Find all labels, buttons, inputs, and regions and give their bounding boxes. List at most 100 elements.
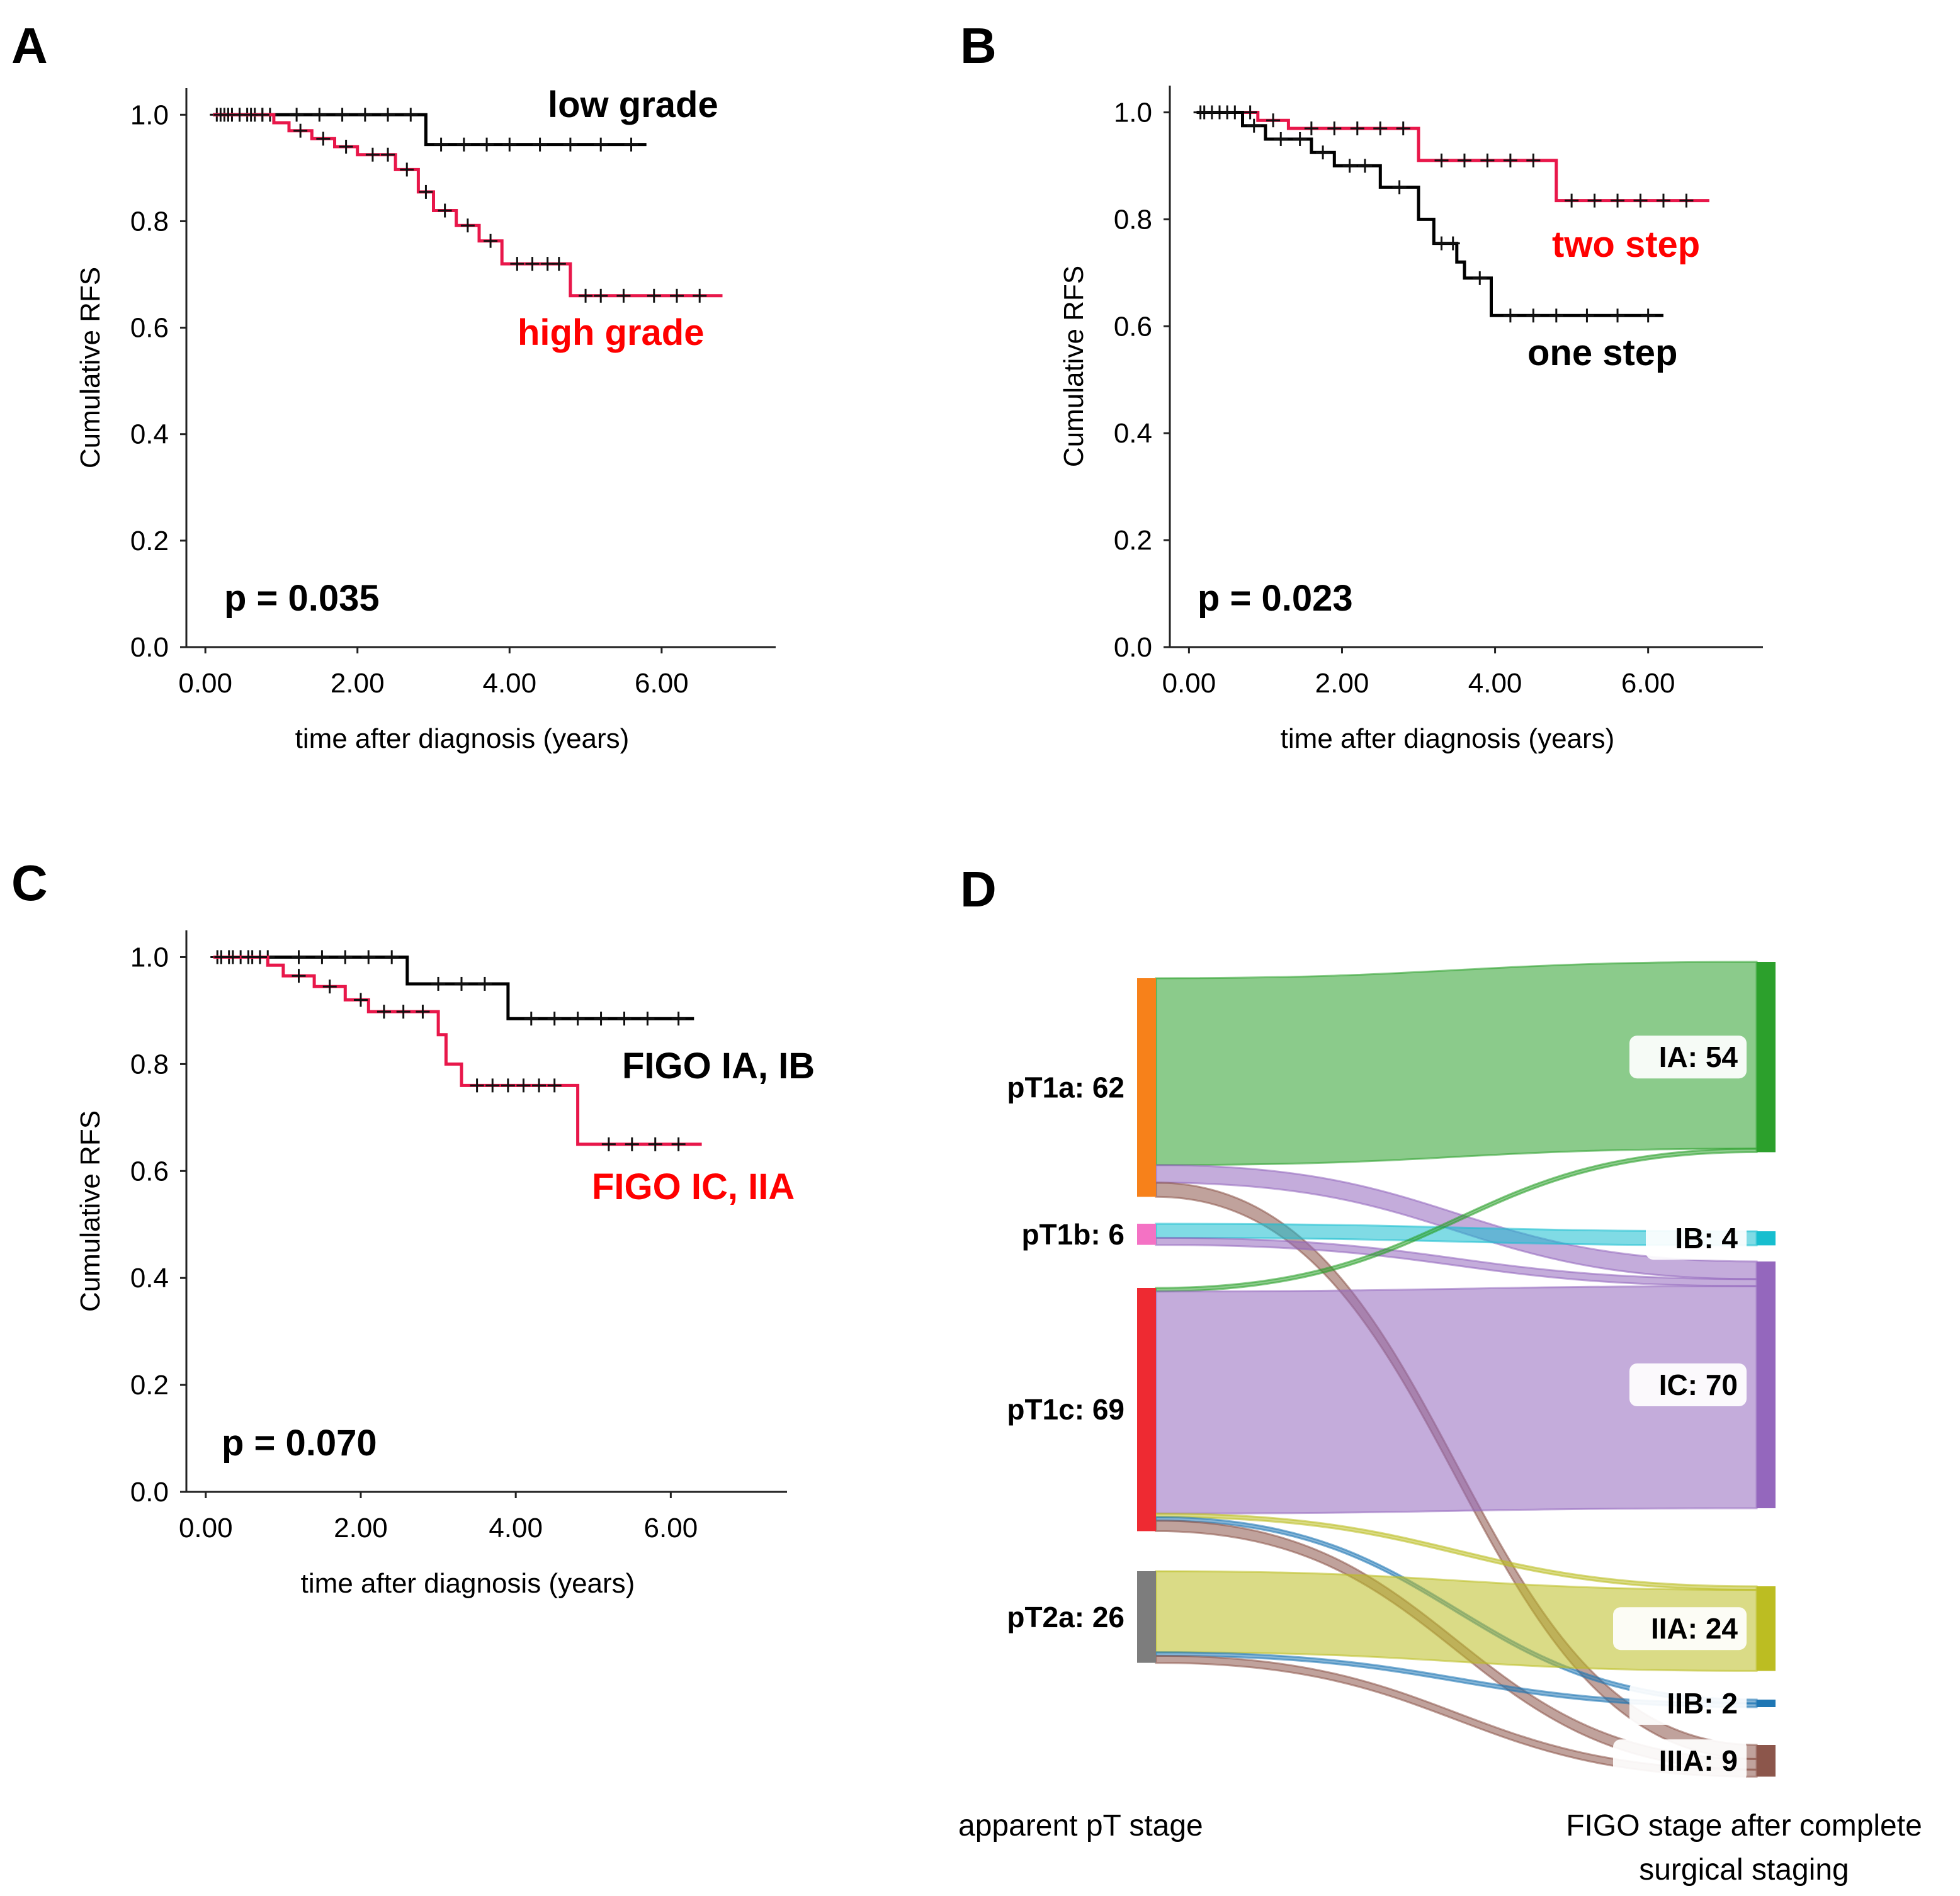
censor-mark xyxy=(1503,308,1517,323)
censor-mark xyxy=(525,257,540,271)
censor-mark xyxy=(502,137,517,152)
censor-mark xyxy=(524,1012,538,1026)
x-axis-title: time after diagnosis (years) xyxy=(301,1568,635,1599)
censor-mark xyxy=(396,1005,411,1019)
censor-mark xyxy=(419,184,433,199)
censor-mark xyxy=(381,108,395,122)
censor-mark xyxy=(1565,193,1579,208)
censor-mark xyxy=(1396,121,1410,135)
censor-mark xyxy=(594,1012,608,1026)
censor-mark xyxy=(693,288,707,303)
censor-mark xyxy=(1327,121,1342,135)
sankey-diagram: pT1a: 62 pT1b: 6 pT1c: 69 pT2a: 26 IA: 54 IB:… xyxy=(958,961,1922,1887)
censor-mark xyxy=(316,132,331,146)
censor-mark xyxy=(241,950,256,964)
censor-mark xyxy=(484,234,498,248)
target-label-box-IC xyxy=(1629,1363,1747,1406)
censor-mark xyxy=(1392,180,1407,195)
x-axis-title: time after diagnosis (years) xyxy=(295,723,630,754)
source-node-pT1c xyxy=(1137,1288,1156,1532)
y-tick-label: 0.2 xyxy=(130,526,169,556)
x-tick-label: 2.00 xyxy=(334,1513,388,1543)
x-tick-label: 0.00 xyxy=(1162,668,1216,699)
y-tick-label: 0.6 xyxy=(1114,311,1152,342)
censor-mark xyxy=(1342,159,1357,173)
y-tick-label: 0.0 xyxy=(1114,632,1152,663)
y-tick-label: 0.0 xyxy=(130,1477,169,1508)
y-tick-label: 0.0 xyxy=(130,632,169,663)
censor-mark xyxy=(255,108,269,122)
censor-mark xyxy=(563,137,577,152)
censor-mark xyxy=(1373,121,1388,135)
censor-mark xyxy=(1641,308,1655,323)
censor-mark xyxy=(532,1078,547,1093)
censor-mark xyxy=(1611,308,1625,323)
censor-mark xyxy=(339,140,353,154)
target-node-IIB xyxy=(1757,1700,1776,1707)
y-tick-label: 0.4 xyxy=(130,419,169,450)
km-plot-c: 0.0 0.2 0.4 0.6 0.8 1.0 0.00 2.00 4.00 6.00 time a… xyxy=(75,930,815,1599)
y-tick-label: 0.2 xyxy=(130,1370,169,1401)
censor-mark xyxy=(552,257,566,271)
censor-mark xyxy=(485,1078,500,1093)
censor-mark xyxy=(624,137,638,152)
y-tick-label: 1.0 xyxy=(130,99,169,130)
source-label-pT1b: pT1b: 6 xyxy=(1021,1218,1124,1251)
censor-mark xyxy=(1350,121,1364,135)
x-tick-label: 4.00 xyxy=(482,668,536,699)
censor-mark xyxy=(292,969,306,983)
censor-mark xyxy=(616,288,631,303)
series-label-0: two step xyxy=(1552,224,1700,265)
x-tick-label: 4.00 xyxy=(1468,668,1522,699)
y-tick-label: 0.6 xyxy=(130,1156,169,1187)
source-label-pT1a: pT1a: 62 xyxy=(1007,1071,1124,1104)
survival-curve-1 xyxy=(213,113,723,298)
censor-mark xyxy=(353,993,368,1007)
series-label-1: one step xyxy=(1527,332,1678,373)
censor-mark xyxy=(1434,153,1449,167)
series-label-1: FIGO IC, IIA xyxy=(592,1166,795,1207)
p-value-label: p = 0.035 xyxy=(224,578,380,619)
y-tick-label: 0.8 xyxy=(130,206,169,237)
survival-curve-0 xyxy=(213,956,694,1020)
target-node-IIA xyxy=(1757,1586,1776,1671)
censor-mark xyxy=(470,1078,484,1093)
censor-mark xyxy=(1357,159,1372,173)
source-node-pT2a xyxy=(1137,1571,1156,1663)
censor-mark xyxy=(1679,193,1694,208)
censor-mark xyxy=(669,288,684,303)
x-tick-label: 0.00 xyxy=(179,1513,233,1543)
censor-mark xyxy=(225,950,240,964)
censor-mark xyxy=(431,976,446,991)
censor-mark xyxy=(377,1005,391,1019)
censor-mark xyxy=(214,950,229,964)
censor-mark xyxy=(648,1137,662,1151)
x-axis-title: time after diagnosis (years) xyxy=(1281,723,1615,754)
x-tick-label: 4.00 xyxy=(489,1513,543,1543)
right-caption-line-1: FIGO stage after complete xyxy=(1566,1809,1922,1842)
censor-mark xyxy=(1266,113,1281,128)
y-tick-label: 1.0 xyxy=(130,942,169,973)
y-tick-label: 0.8 xyxy=(1114,204,1152,235)
censor-mark xyxy=(477,976,492,991)
panel-letter-d: D xyxy=(960,861,997,917)
target-label-IA: IA: 54 xyxy=(1659,1041,1738,1073)
censor-mark xyxy=(1580,308,1594,323)
censor-mark xyxy=(625,1137,639,1151)
target-label-box-IB xyxy=(1646,1217,1747,1260)
target-node-IIIA xyxy=(1757,1745,1776,1777)
censor-mark xyxy=(671,1137,686,1151)
censor-mark xyxy=(438,203,452,218)
censor-mark xyxy=(460,218,475,233)
source-label-pT2a: pT2a: 26 xyxy=(1007,1601,1124,1634)
censor-mark xyxy=(1304,121,1318,135)
censor-mark xyxy=(1247,118,1261,133)
censor-mark xyxy=(1611,193,1625,208)
censor-mark xyxy=(647,288,661,303)
left-caption: apparent pT stage xyxy=(958,1809,1203,1842)
censor-mark xyxy=(570,1012,585,1026)
censor-mark xyxy=(365,147,380,162)
target-node-IB xyxy=(1757,1231,1776,1246)
censor-mark xyxy=(601,1137,616,1151)
y-tick-label: 0.8 xyxy=(130,1049,169,1080)
